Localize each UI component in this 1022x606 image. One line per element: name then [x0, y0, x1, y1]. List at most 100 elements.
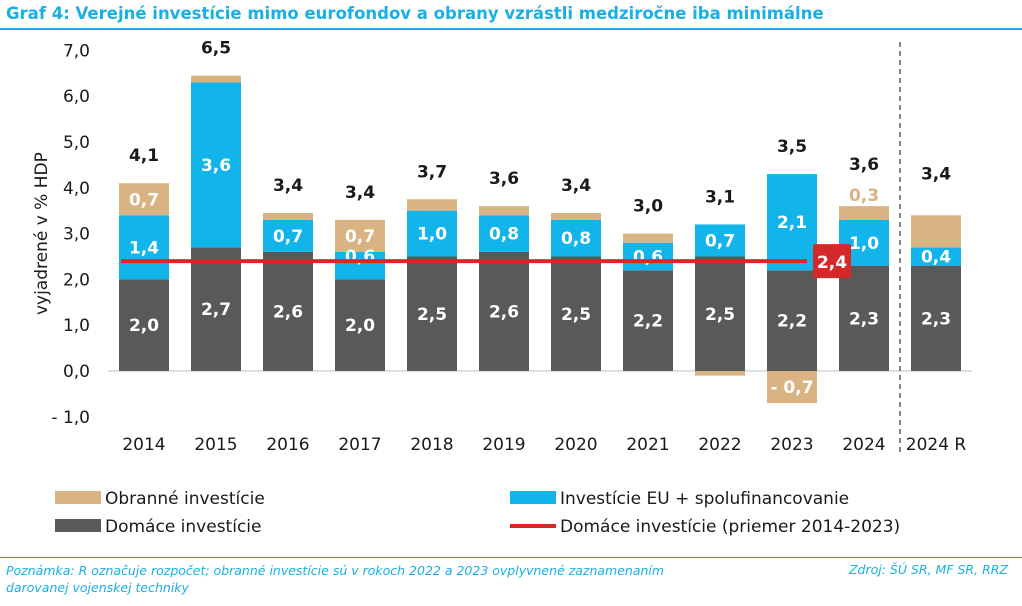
total-label: 4,1 — [129, 146, 159, 166]
data-label-defense: - 0,7 — [770, 378, 813, 398]
x-tick-label: 2023 — [770, 435, 813, 455]
data-label-domestic: 2,0 — [345, 316, 375, 336]
chart-title: Graf 4: Verejné investície mimo eurofond… — [6, 4, 824, 23]
bar-eu — [911, 247, 961, 266]
total-label: 3,4 — [921, 164, 951, 184]
data-label-eu: 0,6 — [345, 247, 375, 267]
bar-domestic — [911, 265, 961, 371]
bar-domestic — [407, 256, 457, 371]
y-tick-label: 7,0 — [63, 41, 90, 61]
data-label-domestic: 2,7 — [201, 300, 231, 320]
data-label-defense: 0,7 — [129, 190, 159, 210]
legend-defense-swatch — [55, 491, 101, 504]
data-label-domestic: 2,0 — [129, 316, 159, 336]
bar-eu — [335, 251, 385, 280]
bar-domestic — [263, 251, 313, 371]
bar-eu — [407, 210, 457, 257]
legend-eu-swatch — [510, 491, 556, 504]
y-tick-label: 2,0 — [63, 270, 90, 290]
bar-eu — [191, 82, 241, 248]
bar-domestic — [119, 279, 169, 371]
data-label-domestic: 2,6 — [273, 302, 303, 322]
data-label-defense: 0,3 — [849, 186, 879, 206]
bar-domestic — [695, 256, 745, 371]
total-label: 6,5 — [201, 39, 231, 59]
data-label-domestic: 2,5 — [561, 305, 591, 325]
data-label-eu: 2,1 — [777, 213, 807, 233]
bar-domestic — [623, 270, 673, 371]
total-label: 3,5 — [777, 137, 807, 157]
total-label: 3,1 — [705, 187, 735, 207]
data-label-domestic: 2,3 — [849, 309, 879, 329]
x-tick-label: 2022 — [698, 435, 741, 455]
legend-average-label: Domáce investície (priemer 2014-2023) — [560, 517, 900, 537]
x-tick-label: 2016 — [266, 435, 309, 455]
total-label: 3,0 — [633, 197, 663, 217]
data-label-domestic: 2,2 — [777, 312, 807, 332]
bar-domestic — [191, 247, 241, 371]
title-divider — [0, 28, 1022, 30]
chart-source: Zdroj: ŠÚ SR, MF SR, RRZ — [848, 562, 1008, 577]
bar-defense — [839, 206, 889, 220]
bar-domestic — [551, 256, 601, 371]
bar-domestic — [335, 279, 385, 371]
x-tick-label: 2021 — [626, 435, 669, 455]
data-label-defense: 0,7 — [345, 227, 375, 247]
y-tick-label: 5,0 — [63, 133, 90, 153]
y-tick-label: 6,0 — [63, 87, 90, 107]
x-tick-label: 2020 — [554, 435, 597, 455]
bar-eu — [767, 174, 817, 271]
legend-defense-label: Obranné investície — [105, 489, 265, 509]
y-axis-label: vyjadrené v % HDP — [32, 152, 52, 315]
legend-domestic-label: Domáce investície — [105, 517, 261, 537]
total-label: 3,4 — [561, 176, 591, 196]
data-label-eu: 0,8 — [561, 229, 591, 249]
bar-defense — [695, 371, 745, 376]
data-label-eu: 3,6 — [201, 156, 231, 176]
average-line-badge — [813, 244, 851, 279]
total-label: 3,4 — [345, 183, 375, 203]
bar-defense — [407, 199, 457, 211]
data-label-eu: 0,8 — [489, 225, 519, 245]
bar-defense — [335, 219, 385, 252]
bar-defense — [263, 212, 313, 220]
x-tick-label: 2014 — [122, 435, 165, 455]
legend-eu-label: Investície EU + spolufinancovanie — [560, 489, 849, 509]
y-tick-label: 4,0 — [63, 179, 90, 199]
y-tick-label: 1,0 — [63, 316, 90, 336]
bar-eu — [623, 242, 673, 271]
chart-note: Poznámka: R označuje rozpočet; obranné i… — [6, 563, 665, 595]
data-label-eu: 0,6 — [633, 248, 663, 268]
x-tick-label: 2015 — [194, 435, 237, 455]
x-tick-label: 2024 — [842, 435, 885, 455]
x-tick-label: 2024 R — [906, 435, 967, 455]
x-tick-label: 2017 — [338, 435, 381, 455]
bar-eu — [479, 215, 529, 252]
y-tick-label: 0,0 — [63, 362, 90, 382]
total-label: 3,7 — [417, 162, 447, 182]
bar-defense — [119, 183, 169, 216]
bar-defense — [479, 206, 529, 216]
data-label-domestic: 2,5 — [417, 305, 447, 325]
bar-eu — [695, 224, 745, 257]
data-label-domestic: 2,5 — [705, 305, 735, 325]
data-label-eu: 0,4 — [921, 248, 951, 268]
data-label-eu: 1,0 — [417, 225, 447, 245]
data-label-domestic: 2,2 — [633, 312, 663, 332]
legend-domestic-swatch — [55, 519, 101, 532]
bar-eu — [263, 219, 313, 252]
y-tick-label: 3,0 — [63, 225, 90, 245]
bar-defense — [191, 75, 241, 83]
bar-defense — [911, 215, 961, 248]
y-tick-label: - 1,0 — [51, 408, 90, 428]
footer-divider — [0, 557, 1022, 558]
bar-domestic — [479, 251, 529, 371]
total-label: 3,6 — [489, 169, 519, 189]
data-label-domestic: 2,3 — [921, 309, 951, 329]
bar-eu — [551, 219, 601, 257]
data-label-eu: 0,7 — [273, 227, 303, 247]
data-label-eu: 1,0 — [849, 234, 879, 254]
bar-defense — [623, 233, 673, 243]
data-label-eu: 1,4 — [129, 238, 159, 258]
data-label-domestic: 2,6 — [489, 302, 519, 322]
